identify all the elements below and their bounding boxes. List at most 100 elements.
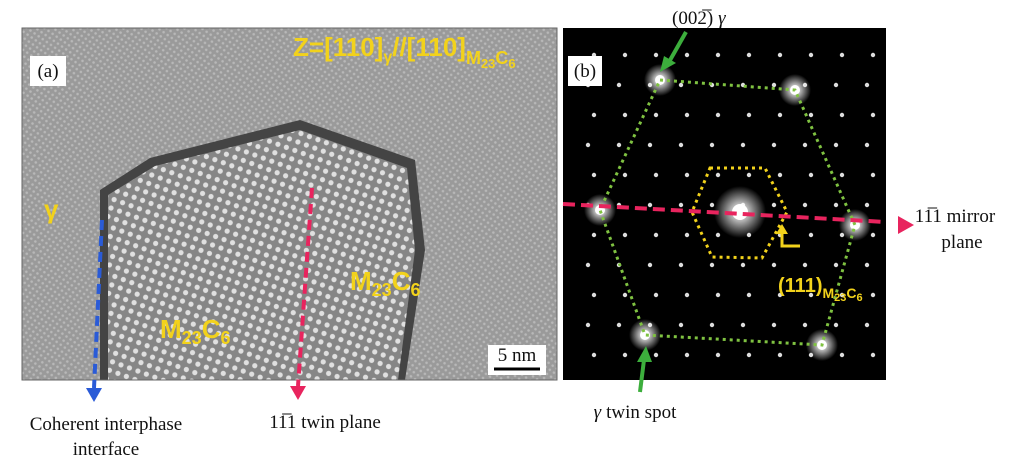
spot — [617, 323, 621, 327]
spot — [685, 53, 689, 57]
spot — [592, 293, 596, 297]
spot — [623, 353, 627, 357]
spot — [747, 53, 751, 57]
caption: Coherent interphase — [30, 414, 182, 435]
spot — [747, 173, 751, 177]
spot — [679, 143, 683, 147]
spot — [772, 203, 776, 207]
spot — [586, 263, 590, 267]
spot — [834, 203, 838, 207]
spot — [654, 53, 658, 57]
spot — [586, 323, 590, 327]
spot — [654, 293, 658, 297]
spot — [871, 53, 875, 57]
spot — [865, 203, 869, 207]
spot — [710, 203, 714, 207]
spot — [648, 143, 652, 147]
spot — [803, 203, 807, 207]
caption: 11̅1 twin plane — [269, 412, 381, 433]
figure: (a) Z=[110]γ//[110]M23C6 γ M23C6 M23C6 5… — [0, 0, 1027, 460]
spot — [716, 353, 720, 357]
spot — [747, 113, 751, 117]
spot — [710, 263, 714, 267]
spot — [741, 263, 745, 267]
spot — [592, 353, 596, 357]
spot — [592, 233, 596, 237]
spot — [865, 83, 869, 87]
spot — [778, 173, 782, 177]
spot — [803, 323, 807, 327]
spot — [865, 263, 869, 267]
spot — [716, 113, 720, 117]
spot — [871, 173, 875, 177]
panel-label: (b) — [574, 61, 596, 82]
spot — [772, 263, 776, 267]
spot — [834, 143, 838, 147]
spot — [809, 113, 813, 117]
panel-label: (a) — [37, 61, 58, 82]
spot — [840, 353, 844, 357]
spot — [834, 83, 838, 87]
spot — [586, 143, 590, 147]
spot — [834, 323, 838, 327]
spot — [809, 233, 813, 237]
spot — [685, 233, 689, 237]
spot — [710, 143, 714, 147]
tem-image: (a) Z=[110]γ//[110]M23C6 γ M23C6 M23C6 5… — [22, 28, 557, 402]
spot — [772, 143, 776, 147]
spot — [840, 53, 844, 57]
spot — [592, 173, 596, 177]
spot — [747, 353, 751, 357]
spot — [679, 203, 683, 207]
spot — [834, 263, 838, 267]
spot — [865, 143, 869, 147]
arrow — [86, 388, 102, 402]
spot — [617, 83, 621, 87]
spot-label: (002̅)γ — [672, 8, 726, 29]
scale-label: 5 nm — [498, 345, 537, 366]
spot — [679, 263, 683, 267]
spot — [648, 263, 652, 267]
spot — [865, 323, 869, 327]
spot — [809, 53, 813, 57]
spot — [623, 173, 627, 177]
spot — [685, 173, 689, 177]
spot — [623, 53, 627, 57]
spot — [623, 293, 627, 297]
spot — [716, 293, 720, 297]
caption: plane — [941, 232, 982, 253]
spot — [778, 113, 782, 117]
spot — [716, 233, 720, 237]
spot — [803, 263, 807, 267]
spot — [654, 353, 658, 357]
spot — [679, 323, 683, 327]
spot — [871, 113, 875, 117]
spot — [778, 53, 782, 57]
spot — [623, 113, 627, 117]
spot — [623, 233, 627, 237]
spot — [803, 143, 807, 147]
spot — [840, 113, 844, 117]
spot — [654, 173, 658, 177]
gamma-label: γ — [44, 194, 59, 224]
diffraction-pattern — [563, 28, 886, 380]
spot — [809, 173, 813, 177]
spot — [716, 53, 720, 57]
spot — [592, 113, 596, 117]
spot — [871, 293, 875, 297]
spot — [840, 173, 844, 177]
caption: 11̅1 mirror — [915, 206, 996, 227]
spot — [871, 353, 875, 357]
spot — [747, 293, 751, 297]
spot — [648, 203, 652, 207]
arrow — [290, 386, 306, 400]
spot — [654, 113, 658, 117]
spot — [685, 353, 689, 357]
caption: interface — [73, 439, 139, 460]
spot — [772, 83, 776, 87]
spot — [741, 143, 745, 147]
spot — [679, 83, 683, 87]
spot — [871, 233, 875, 237]
spot — [685, 293, 689, 297]
